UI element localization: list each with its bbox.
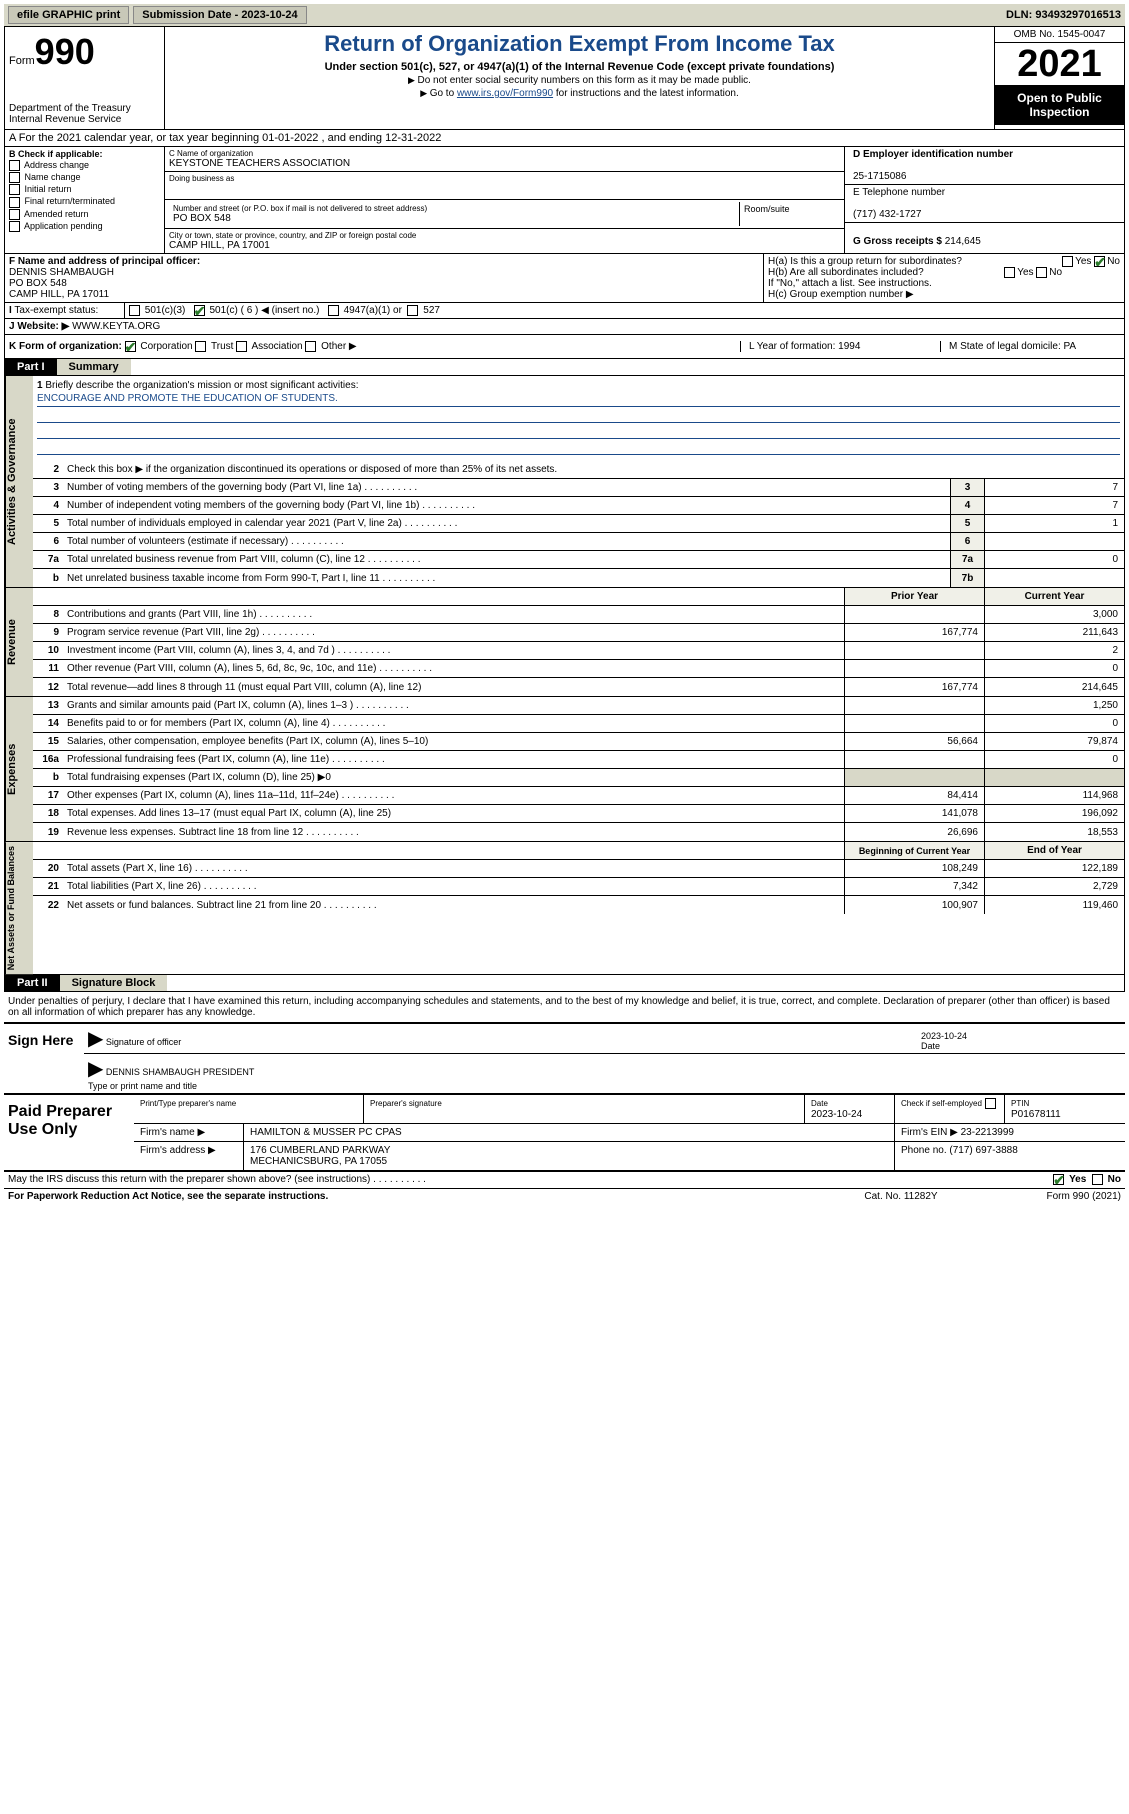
checkbox-501c[interactable]: [194, 305, 205, 316]
col-c-org: C Name of organization KEYSTONE TEACHERS…: [165, 147, 844, 253]
signature-declaration: Under penalties of perjury, I declare th…: [4, 992, 1125, 1024]
discuss-row: May the IRS discuss this return with the…: [4, 1172, 1125, 1187]
firm-name: HAMILTON & MUSSER PC CPAS: [244, 1124, 895, 1141]
part2-header: Part II: [5, 975, 60, 991]
vtab-netassets: Net Assets or Fund Balances: [5, 842, 33, 974]
col-b-checkboxes: B Check if applicable: Address change Na…: [5, 147, 165, 253]
checkbox-initial-return[interactable]: [9, 184, 20, 195]
row-klm: K Form of organization: Corporation Trus…: [4, 335, 1125, 359]
vtab-revenue: Revenue: [5, 588, 33, 696]
year-formation: L Year of formation: 1994: [740, 341, 940, 352]
checkbox-discuss-yes[interactable]: [1053, 1174, 1064, 1185]
checkbox-501c3[interactable]: [129, 305, 140, 316]
note-link: Go to www.irs.gov/Form990 for instructio…: [173, 88, 986, 99]
line7b-val: [984, 569, 1124, 587]
part1-header: Part I: [5, 359, 57, 375]
org-city: CAMP HILL, PA 17001: [169, 240, 840, 251]
checkbox-assoc[interactable]: [236, 341, 247, 352]
phone-value: (717) 432-1727: [853, 209, 921, 220]
checkbox-hb-no[interactable]: [1036, 267, 1047, 278]
col-beginning: Beginning of Current Year: [844, 842, 984, 859]
efile-button[interactable]: efile GRAPHIC print: [8, 6, 129, 24]
vtab-governance: Activities & Governance: [5, 376, 33, 587]
block-bcdefg: B Check if applicable: Address change Na…: [4, 147, 1125, 254]
checkbox-ha-no[interactable]: [1094, 256, 1105, 267]
part1-title: Summary: [57, 359, 131, 375]
line3-val: 7: [984, 479, 1124, 496]
omb-number: OMB No. 1545-0047: [995, 27, 1124, 43]
row-f-h: F Name and address of principal officer:…: [4, 254, 1125, 303]
firm-ein: 23-2213999: [961, 1127, 1014, 1138]
irs-link[interactable]: www.irs.gov/Form990: [457, 88, 553, 99]
checkbox-trust[interactable]: [195, 341, 206, 352]
checkbox-address-change[interactable]: [9, 160, 20, 171]
checkbox-discuss-no[interactable]: [1092, 1174, 1103, 1185]
part2-title: Signature Block: [60, 975, 168, 991]
page-title: Return of Organization Exempt From Incom…: [173, 31, 986, 57]
checkbox-ha-yes[interactable]: [1062, 256, 1073, 267]
checkbox-application-pending[interactable]: [9, 221, 20, 232]
firm-address: 176 CUMBERLAND PARKWAY: [250, 1145, 390, 1156]
subtitle: Under section 501(c), 527, or 4947(a)(1)…: [173, 61, 986, 73]
dln-label: DLN: 93493297016513: [1006, 9, 1121, 21]
col-current-year: Current Year: [984, 588, 1124, 605]
ptin-value: P01678111: [1011, 1109, 1061, 1120]
cat-number: Cat. No. 11282Y: [821, 1191, 981, 1202]
col-prior-year: Prior Year: [844, 588, 984, 605]
gross-receipts: 214,645: [945, 236, 981, 247]
checkbox-self-employed[interactable]: [985, 1098, 996, 1109]
checkbox-527[interactable]: [407, 305, 418, 316]
checkbox-corp[interactable]: [125, 341, 136, 352]
sign-here-block: Sign Here ▶ Signature of officer 2023-10…: [4, 1024, 1125, 1095]
form-label: Form: [9, 55, 35, 67]
inspection-label: Open to Public Inspection: [995, 85, 1124, 125]
checkbox-hb-yes[interactable]: [1004, 267, 1015, 278]
form-footer: Form 990 (2021): [981, 1191, 1121, 1202]
row-j-website: J Website: ▶ WWW.KEYTA.ORG: [4, 319, 1125, 335]
mission-text: ENCOURAGE AND PROMOTE THE EDUCATION OF S…: [37, 393, 1120, 407]
org-name: KEYSTONE TEACHERS ASSOCIATION: [169, 158, 840, 169]
vtab-expenses: Expenses: [5, 697, 33, 841]
checkbox-name-change[interactable]: [9, 172, 20, 183]
row-a-taxyear: A For the 2021 calendar year, or tax yea…: [4, 130, 1125, 147]
state-domicile: M State of legal domicile: PA: [940, 341, 1120, 352]
row-i-status: I Tax-exempt status: 501(c)(3) 501(c) ( …: [4, 303, 1125, 319]
form-header: Form990 Department of the Treasury Inter…: [4, 26, 1125, 130]
pra-notice: For Paperwork Reduction Act Notice, see …: [8, 1191, 328, 1202]
col-defg: D Employer identification number 25-1715…: [844, 147, 1124, 253]
website-value: WWW.KEYTA.ORG: [72, 321, 160, 332]
tax-year: 2021: [995, 43, 1124, 85]
form-number: 990: [35, 31, 95, 72]
paid-preparer-block: Paid Preparer Use Only Print/Type prepar…: [4, 1095, 1125, 1172]
checkbox-final-return[interactable]: [9, 197, 20, 208]
checkbox-4947[interactable]: [328, 305, 339, 316]
org-street: PO BOX 548: [173, 213, 735, 224]
line6-val: [984, 533, 1124, 550]
submission-date: Submission Date - 2023-10-24: [133, 6, 306, 24]
line4-val: 7: [984, 497, 1124, 514]
line5-val: 1: [984, 515, 1124, 532]
checkbox-amended[interactable]: [9, 209, 20, 220]
topbar: efile GRAPHIC print Submission Date - 20…: [4, 4, 1125, 26]
ein-value: 25-1715086: [853, 171, 906, 182]
officer-name: DENNIS SHAMBAUGH: [9, 267, 114, 278]
note-ssn: Do not enter social security numbers on …: [173, 75, 986, 86]
firm-phone: (717) 697-3888: [949, 1145, 1017, 1156]
line7a-val: 0: [984, 551, 1124, 568]
col-end: End of Year: [984, 842, 1124, 859]
checkbox-other[interactable]: [305, 341, 316, 352]
dept-label: Department of the Treasury Internal Reve…: [9, 103, 160, 125]
signer-name: DENNIS SHAMBAUGH PRESIDENT: [106, 1067, 255, 1077]
